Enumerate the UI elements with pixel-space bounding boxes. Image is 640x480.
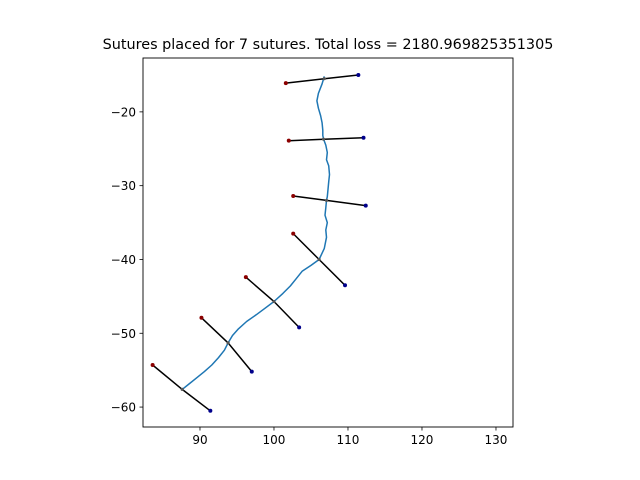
- suture-center-point-2: [321, 137, 326, 141]
- suture-center-point-7: [180, 387, 184, 391]
- wound-curve-line: [181, 76, 331, 390]
- suture-extraction-point-1: [356, 72, 361, 77]
- suture-extraction-point-2: [361, 135, 366, 140]
- y-tick-label: −60: [111, 401, 136, 415]
- axes-frame: [142, 57, 514, 428]
- suture-insertion-point-4: [291, 231, 296, 236]
- x-tick-label: 100: [263, 433, 286, 447]
- suture-center-point-1: [322, 77, 326, 81]
- suture-center-point-3: [324, 198, 329, 203]
- chart-title: Sutures placed for 7 sutures. Total loss…: [103, 37, 554, 53]
- x-tick-label: 120: [411, 433, 434, 447]
- suture-center-point-5: [272, 299, 276, 304]
- y-tick-label: −20: [111, 105, 136, 119]
- suture-insertion-point-2: [286, 138, 291, 143]
- y-tick-label: −30: [111, 179, 136, 193]
- suture-extraction-point-7: [208, 408, 213, 413]
- plot-area: [150, 72, 368, 413]
- x-tick-label: 130: [485, 433, 508, 447]
- y-tick-label: −50: [111, 327, 136, 341]
- suture-center-point-4: [317, 257, 321, 262]
- suture-extraction-point-5: [297, 325, 302, 330]
- axes: 90 100 110 120 130 −20 −30 −40 −50 −60: [111, 105, 508, 447]
- suture-insertion-point-3: [291, 194, 296, 199]
- suture-extraction-point-4: [343, 283, 348, 288]
- suture-insertion-point-7: [150, 363, 155, 368]
- y-tick-label: −40: [111, 253, 136, 267]
- x-tick-label: 90: [192, 433, 207, 447]
- suture-insertion-point-1: [283, 81, 288, 86]
- x-tick-label: 110: [337, 433, 360, 447]
- suture-extraction-point-6: [249, 369, 254, 374]
- suture-insertion-point-6: [199, 315, 204, 320]
- suture-extraction-point-3: [363, 203, 368, 208]
- suture-insertion-point-5: [243, 275, 248, 280]
- suture-center-point-6: [226, 341, 230, 345]
